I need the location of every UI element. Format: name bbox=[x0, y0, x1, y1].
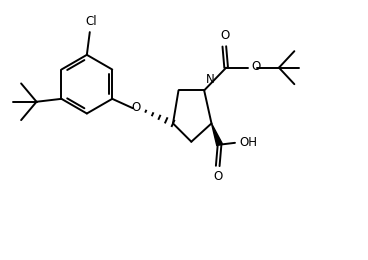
Polygon shape bbox=[212, 124, 222, 146]
Text: OH: OH bbox=[240, 136, 258, 149]
Text: O: O bbox=[131, 101, 140, 114]
Text: O: O bbox=[213, 170, 222, 183]
Text: O: O bbox=[221, 29, 230, 42]
Text: Cl: Cl bbox=[86, 15, 98, 28]
Text: N: N bbox=[206, 73, 215, 86]
Text: O: O bbox=[251, 60, 260, 73]
